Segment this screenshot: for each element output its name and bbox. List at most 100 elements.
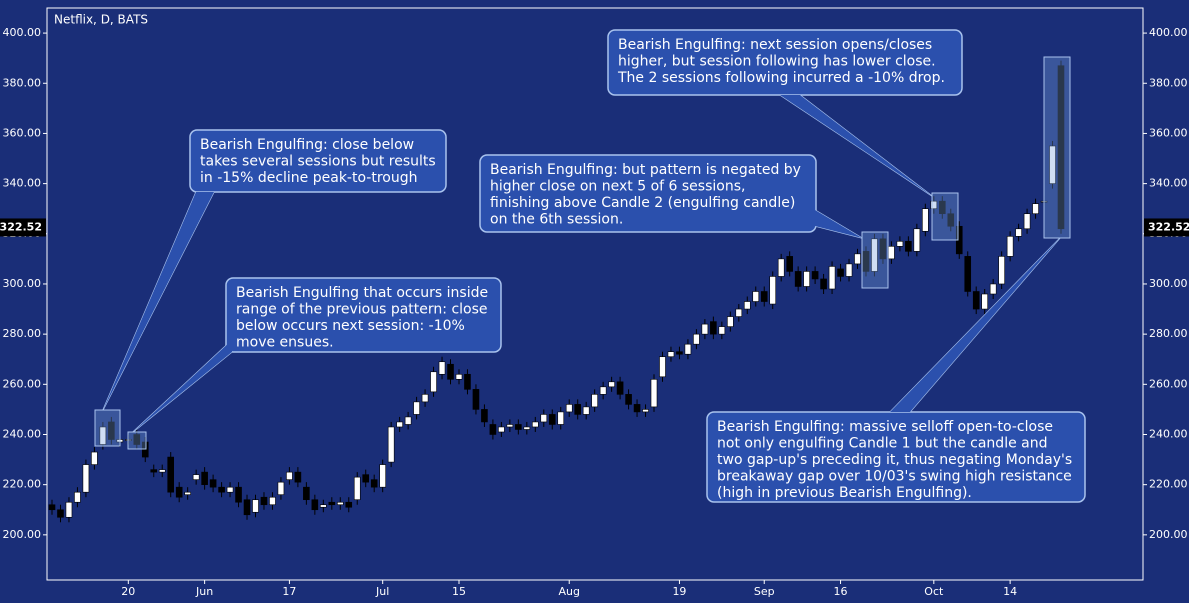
candle-body <box>430 371 437 393</box>
x-tick-label: Oct <box>924 585 944 598</box>
candle-body <box>286 471 293 480</box>
candle-body <box>498 426 505 433</box>
candle-body <box>871 238 878 272</box>
callout-text: Bearish Engulfing: but pattern is negate… <box>490 162 801 178</box>
candle-body <box>608 381 615 388</box>
candle-body <box>701 323 709 335</box>
candle-body <box>421 394 429 403</box>
candle-body <box>667 351 675 358</box>
candle-body <box>1057 65 1065 230</box>
candle-body <box>303 486 310 501</box>
candle-body <box>192 474 200 480</box>
y-tick-label-right: 260.00 <box>1149 377 1188 390</box>
callout-joint <box>815 210 862 238</box>
candle-body <box>413 401 420 415</box>
y-tick-label-right: 360.00 <box>1149 126 1188 139</box>
candle-body <box>447 363 454 380</box>
candle-body <box>523 426 531 430</box>
callout-text: The 2 sessions following incurred a -10%… <box>617 70 945 86</box>
plot-frame <box>46 7 1144 581</box>
candle-body <box>659 356 666 378</box>
candle-body <box>167 456 175 493</box>
candle-body <box>930 200 938 210</box>
callout-text: Bearish Engulfing that occurs inside <box>236 285 488 301</box>
candle-body <box>345 501 353 508</box>
candle-body <box>710 321 717 335</box>
axes: 200.00 200.00 220.00 220.00 240.00 240.00 260.… <box>0 26 1189 598</box>
x-tick-label: 19 <box>672 585 686 598</box>
candle-body <box>727 316 734 327</box>
x-tick-label: Sep <box>754 585 775 598</box>
candle-body <box>642 409 649 413</box>
candle-body <box>947 213 955 227</box>
candle-body <box>133 434 141 445</box>
candle-body <box>862 251 870 272</box>
candle-body <box>370 479 378 488</box>
candle-body <box>972 291 980 310</box>
x-tick-label: 20 <box>121 585 135 598</box>
callout-text: Bearish Engulfing: next session opens/cl… <box>618 37 932 53</box>
candle-body <box>1023 213 1031 230</box>
callout-text: on the 6th session. <box>490 212 623 228</box>
candle-body <box>760 291 768 302</box>
candle-body <box>201 471 208 485</box>
x-tick-label: 17 <box>282 585 296 598</box>
candle-body <box>158 469 166 473</box>
last-price-box-right <box>1144 218 1189 237</box>
candle-body <box>252 499 259 513</box>
candle-body <box>548 414 556 425</box>
highlight-box <box>931 192 959 241</box>
candle-body <box>693 333 700 345</box>
callout-text: breakaway gap over 10/03's swing high re… <box>717 469 1072 485</box>
candle-body <box>218 486 225 493</box>
candle-body <box>438 361 446 375</box>
last-price-box <box>0 218 46 237</box>
x-tick-label: 14 <box>1003 585 1017 598</box>
callout-joint <box>103 192 214 410</box>
candle-body <box>752 291 760 302</box>
y-tick-label-right: 220.00 <box>1149 478 1188 491</box>
x-tick-label: Aug <box>558 585 579 598</box>
candle-body <box>243 499 251 516</box>
candle-body <box>879 238 887 260</box>
candle-body <box>922 208 929 232</box>
candle-body <box>803 271 810 287</box>
candle-body <box>718 326 726 335</box>
y-tick-label: 380.00 <box>3 76 42 89</box>
callout-text: in -15% decline peak-to-trough <box>200 170 418 186</box>
candle-body <box>91 451 98 465</box>
y-tick-label: 360.00 <box>3 126 42 139</box>
candle-body <box>336 501 344 506</box>
candle-body <box>260 496 268 506</box>
candle-body <box>837 268 844 277</box>
callout-text: Bearish Engulfing: massive selloff open-… <box>717 419 1053 435</box>
y-tick-label: 400.00 <box>3 26 42 39</box>
candle-body <box>277 481 285 496</box>
candle-body <box>455 373 463 380</box>
candle-body <box>735 308 743 317</box>
candle-body <box>786 256 793 272</box>
candle-body <box>472 389 480 410</box>
candle-body <box>65 501 73 518</box>
last-price-label: 322.52 <box>0 220 42 233</box>
callout-joint <box>890 238 1060 412</box>
candle-body <box>633 404 641 413</box>
candle-body <box>1006 235 1014 257</box>
x-tick-label: Jun <box>195 585 213 598</box>
candle-body <box>226 486 234 493</box>
candle-body <box>591 394 598 408</box>
y-tick-label-right: 300.00 <box>1149 277 1188 290</box>
callout-text: takes several sessions but results <box>200 154 436 170</box>
candle-body <box>811 271 819 280</box>
candle-body <box>481 409 488 423</box>
callout-joint <box>133 340 232 432</box>
x-tick-label: 16 <box>834 585 848 598</box>
candle-body <box>464 373 471 390</box>
callout-text: higher, but session following has lower … <box>618 54 936 70</box>
callout-joint <box>780 95 932 196</box>
callout-box <box>479 154 817 233</box>
y-tick-label: 300.00 <box>3 277 42 290</box>
callout-text: (high in previous Bearish Engulfing). <box>717 485 972 501</box>
candle-body <box>599 386 607 395</box>
